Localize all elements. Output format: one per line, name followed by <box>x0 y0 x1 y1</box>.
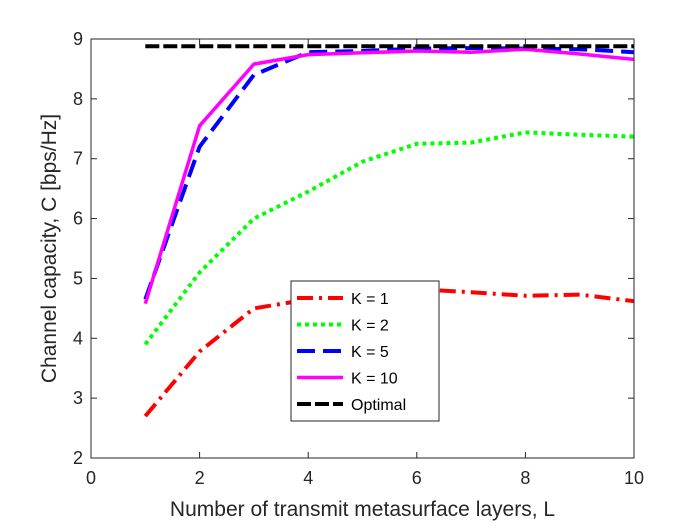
x-tick-label: 0 <box>86 468 96 488</box>
y-tick-label: 3 <box>73 388 83 408</box>
legend-box <box>290 280 440 422</box>
legend-label: Optimal <box>351 397 406 414</box>
x-tick-label: 10 <box>624 468 644 488</box>
y-tick-label: 7 <box>73 149 83 169</box>
x-axis-title: Number of transmit metasurface layers, L <box>170 498 555 521</box>
plot-frame <box>90 38 635 459</box>
series-line-k-2 <box>143 130 635 346</box>
y-tick-label: 9 <box>73 29 83 49</box>
legend: K = 1 K = 2 K = 5 K = 10 Optimal <box>290 280 440 422</box>
legend-label: K = 1 <box>351 291 389 308</box>
y-tick-label: 5 <box>73 268 83 288</box>
y-axis-title: Channel capacity, C [bps/Hz] <box>38 114 61 383</box>
x-tick-label: 4 <box>303 468 313 488</box>
x-tick-label: 6 <box>412 468 422 488</box>
legend-label: K = 5 <box>351 344 389 361</box>
series-line-k-10 <box>143 47 635 305</box>
legend-label: K = 2 <box>351 318 389 335</box>
legend-label: K = 10 <box>351 371 398 388</box>
y-tick-label: 6 <box>73 209 83 229</box>
y-tick-label: 4 <box>73 328 83 348</box>
y-tick-label: 2 <box>73 448 83 468</box>
y-tick-label: 8 <box>73 89 83 109</box>
x-tick-label: 8 <box>520 468 530 488</box>
series-line-k-5 <box>143 46 635 301</box>
x-tick-label: 2 <box>195 468 205 488</box>
